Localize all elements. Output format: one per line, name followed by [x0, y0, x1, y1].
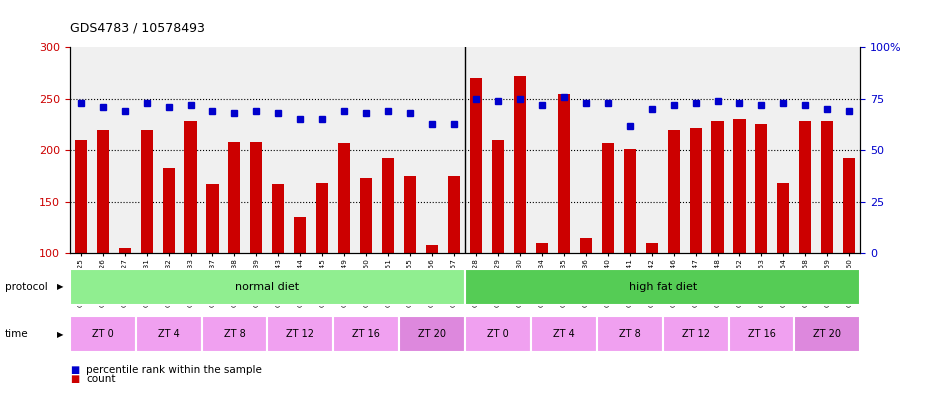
- Text: normal diet: normal diet: [235, 282, 299, 292]
- Text: ZT 16: ZT 16: [748, 329, 776, 339]
- Bar: [70, 269, 465, 305]
- Bar: [597, 316, 662, 352]
- Bar: [360, 178, 372, 357]
- Bar: [97, 130, 109, 357]
- Bar: [734, 119, 746, 357]
- Bar: [140, 130, 153, 357]
- Text: ▶: ▶: [57, 283, 63, 291]
- Bar: [668, 130, 680, 357]
- Text: ZT 16: ZT 16: [352, 329, 380, 339]
- Text: ZT 4: ZT 4: [553, 329, 575, 339]
- Text: ZT 0: ZT 0: [487, 329, 509, 339]
- Bar: [728, 316, 794, 352]
- Bar: [821, 121, 833, 357]
- Bar: [662, 316, 728, 352]
- Bar: [755, 123, 767, 357]
- Bar: [492, 140, 504, 357]
- Bar: [272, 184, 285, 357]
- Bar: [184, 121, 196, 357]
- Bar: [250, 142, 262, 357]
- Bar: [294, 217, 306, 357]
- Text: ZT 12: ZT 12: [682, 329, 710, 339]
- Text: ■: ■: [70, 365, 79, 375]
- Bar: [382, 158, 394, 357]
- Text: ZT 8: ZT 8: [223, 329, 246, 339]
- Bar: [794, 316, 860, 352]
- Bar: [202, 316, 267, 352]
- Bar: [333, 316, 399, 352]
- Bar: [426, 245, 438, 357]
- Text: ▶: ▶: [57, 330, 63, 338]
- Bar: [339, 143, 351, 357]
- Bar: [70, 316, 136, 352]
- Bar: [206, 184, 219, 357]
- Bar: [711, 121, 724, 357]
- Text: ZT 4: ZT 4: [158, 329, 179, 339]
- Bar: [514, 76, 526, 357]
- Bar: [267, 316, 333, 352]
- Bar: [579, 238, 591, 357]
- Bar: [536, 243, 548, 357]
- Text: ZT 8: ZT 8: [618, 329, 641, 339]
- Bar: [404, 176, 416, 357]
- Bar: [465, 269, 860, 305]
- Bar: [74, 140, 86, 357]
- Text: GDS4783 / 10578493: GDS4783 / 10578493: [70, 22, 205, 35]
- Bar: [163, 168, 175, 357]
- Text: ZT 20: ZT 20: [418, 329, 446, 339]
- Bar: [602, 143, 614, 357]
- Bar: [624, 149, 636, 357]
- Text: percentile rank within the sample: percentile rank within the sample: [86, 365, 262, 375]
- Bar: [399, 316, 465, 352]
- Bar: [316, 183, 328, 357]
- Bar: [229, 142, 241, 357]
- Bar: [531, 316, 597, 352]
- Text: ZT 20: ZT 20: [814, 329, 842, 339]
- Text: ZT 12: ZT 12: [286, 329, 314, 339]
- Bar: [689, 128, 701, 357]
- Text: count: count: [86, 374, 116, 384]
- Bar: [645, 243, 658, 357]
- Text: protocol: protocol: [5, 282, 47, 292]
- Text: ■: ■: [70, 374, 79, 384]
- Text: high fat diet: high fat diet: [629, 282, 697, 292]
- Bar: [119, 248, 131, 357]
- Bar: [470, 78, 482, 357]
- Bar: [136, 316, 202, 352]
- Bar: [448, 176, 460, 357]
- Bar: [777, 183, 790, 357]
- Bar: [844, 158, 856, 357]
- Bar: [465, 316, 531, 352]
- Bar: [558, 94, 570, 357]
- Text: ZT 0: ZT 0: [92, 329, 113, 339]
- Text: time: time: [5, 329, 28, 339]
- Bar: [799, 121, 811, 357]
